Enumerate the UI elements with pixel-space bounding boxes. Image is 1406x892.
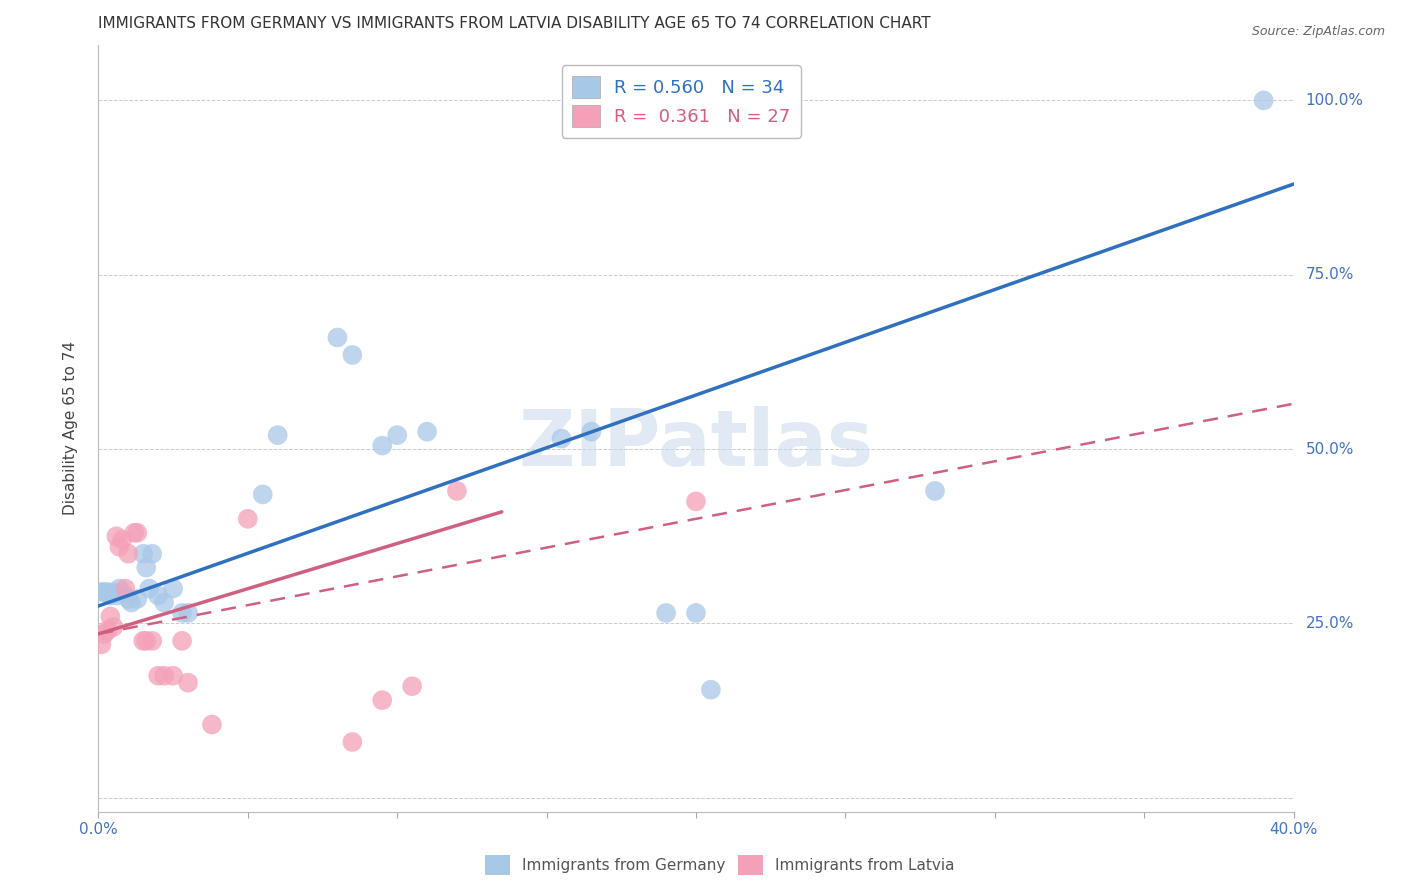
Point	[342, 348, 364, 362]
Point	[201, 717, 224, 731]
Point	[135, 633, 157, 648]
Text: Immigrants from Latvia: Immigrants from Latvia	[775, 858, 955, 872]
Y-axis label: Disability Age 65 to 74: Disability Age 65 to 74	[63, 341, 77, 516]
Point	[98, 609, 122, 624]
Point	[385, 428, 409, 442]
Point	[105, 529, 128, 543]
Point	[120, 595, 142, 609]
Point	[172, 633, 194, 648]
Point	[105, 589, 128, 603]
Point	[93, 627, 115, 641]
Point	[326, 330, 349, 344]
Point	[124, 525, 146, 540]
Point	[153, 595, 176, 609]
Point	[108, 540, 131, 554]
Point	[685, 494, 707, 508]
Text: ZIPatlas: ZIPatlas	[519, 406, 873, 482]
Point	[114, 582, 136, 596]
Point	[371, 693, 394, 707]
Text: 25.0%: 25.0%	[1306, 616, 1354, 631]
Text: 50.0%: 50.0%	[1306, 442, 1354, 457]
Point	[252, 487, 274, 501]
Point	[655, 606, 678, 620]
Text: 75.0%: 75.0%	[1306, 268, 1354, 282]
Point	[98, 589, 122, 603]
Point	[177, 606, 200, 620]
Legend: R = 0.560   N = 34, R =  0.361   N = 27: R = 0.560 N = 34, R = 0.361 N = 27	[561, 65, 801, 138]
Point	[111, 585, 134, 599]
Point	[162, 669, 184, 683]
Point	[103, 585, 125, 599]
Point	[96, 585, 118, 599]
Point	[416, 425, 439, 439]
Point	[103, 620, 125, 634]
Point	[148, 669, 170, 683]
Text: IMMIGRANTS FROM GERMANY VS IMMIGRANTS FROM LATVIA DISABILITY AGE 65 TO 74 CORREL: IMMIGRANTS FROM GERMANY VS IMMIGRANTS FR…	[98, 16, 931, 31]
Point	[132, 633, 155, 648]
Point	[90, 637, 112, 651]
Point	[153, 669, 176, 683]
Point	[108, 582, 131, 596]
Point	[924, 483, 946, 498]
Point	[127, 525, 149, 540]
Point	[127, 592, 149, 607]
Point	[177, 675, 200, 690]
Text: Immigrants from Germany: Immigrants from Germany	[522, 858, 725, 872]
Point	[162, 582, 184, 596]
Point	[371, 439, 394, 453]
Point	[401, 679, 423, 693]
Point	[117, 592, 139, 607]
Point	[111, 533, 134, 547]
Point	[93, 585, 115, 599]
Point	[550, 432, 572, 446]
Point	[172, 606, 194, 620]
Point	[267, 428, 290, 442]
Point	[685, 606, 707, 620]
Point	[700, 682, 723, 697]
Point	[446, 483, 468, 498]
Point	[132, 547, 155, 561]
Point	[1253, 94, 1275, 108]
Point	[141, 547, 163, 561]
Point	[90, 585, 112, 599]
Text: 100.0%: 100.0%	[1306, 93, 1364, 108]
Point	[581, 425, 603, 439]
Point	[342, 735, 364, 749]
Point	[135, 560, 157, 574]
Text: Source: ZipAtlas.com: Source: ZipAtlas.com	[1251, 25, 1385, 38]
Point	[141, 633, 163, 648]
Point	[117, 547, 139, 561]
Point	[138, 582, 160, 596]
Point	[236, 512, 259, 526]
Point	[96, 624, 118, 638]
Point	[148, 589, 170, 603]
